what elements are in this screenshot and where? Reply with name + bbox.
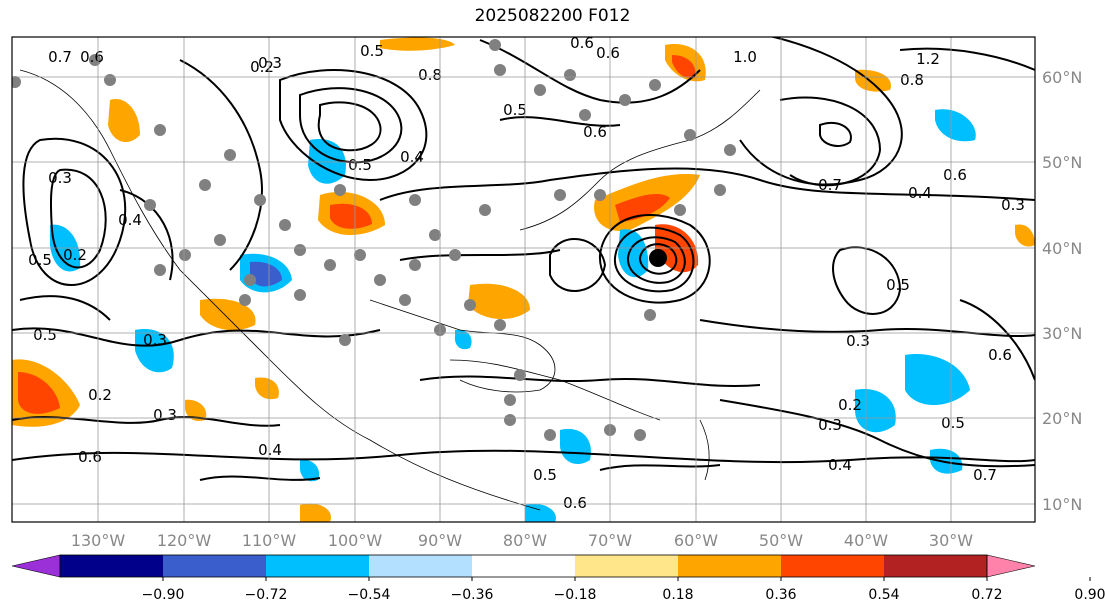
storm-center-marker — [649, 249, 667, 267]
contour-label: 0.4 — [400, 148, 424, 166]
contour-label: 0.6 — [596, 44, 620, 62]
contour-label: 0.5 — [348, 156, 372, 174]
colorbar-bin — [163, 555, 266, 577]
colorbar-bin — [472, 555, 575, 577]
lon-tick-label: 100°W — [328, 531, 383, 550]
coastlines — [19, 69, 761, 511]
contour-label: 0.3 — [48, 169, 72, 187]
longitude-ticks: 130°W 120°W 110°W 100°W 90°W 80°W 70°W 60°W 50°W… — [71, 531, 973, 550]
contour-label: 0.3 — [258, 54, 282, 72]
contour-label: 0.5 — [533, 466, 557, 484]
colorbar-extend-max — [986, 554, 1036, 578]
colorbar-bin — [678, 555, 781, 577]
contour-label: 0.7 — [973, 466, 997, 484]
lon-tick-label: 130°W — [71, 531, 126, 550]
map-frame — [11, 36, 1036, 523]
contour-label: 0.6 — [78, 448, 102, 466]
map-title: 2025082200 F012 — [474, 6, 631, 26]
colorbar-tick-label: −0.72 — [245, 587, 288, 603]
contour-label: 0.4 — [258, 441, 282, 459]
contour-label: 0.2 — [250, 58, 274, 76]
lon-tick-label: 110°W — [242, 531, 297, 550]
lon-tick-label: 90°W — [418, 531, 462, 550]
contour-lines — [12, 37, 1035, 481]
lon-tick-label: 120°W — [157, 531, 212, 550]
contour-label: 0.5 — [28, 251, 52, 269]
contour-label: 0.5 — [360, 42, 384, 60]
lat-tick-label: 20°N — [1042, 409, 1082, 428]
contour-label: 1.2 — [916, 50, 940, 68]
contour-label: 0.6 — [80, 48, 104, 66]
colorbar-bin — [60, 555, 163, 577]
contour-label: 0.8 — [418, 66, 442, 84]
colorbar-tick-label: 0.90 — [1074, 587, 1105, 603]
contour-label: 0.3 — [153, 406, 177, 424]
contour-label: 0.3 — [818, 416, 842, 434]
lon-tick-label: 70°W — [588, 531, 632, 550]
latitude-ticks: 60°N 50°N 40°N 30°N 20°N 10°N — [1042, 68, 1082, 514]
contour-label: 0.2 — [88, 386, 112, 404]
contour-label: 0.2 — [838, 396, 862, 414]
colorbar-tick-label: 0.54 — [868, 587, 899, 603]
contour-label: 0.5 — [503, 101, 527, 119]
lat-tick-label: 60°N — [1042, 68, 1082, 87]
lon-tick-label: 60°W — [674, 531, 718, 550]
lat-tick-label: 30°N — [1042, 324, 1082, 343]
observation-sites — [12, 39, 736, 441]
contour-label: 1.0 — [733, 48, 757, 66]
lon-tick-label: 30°W — [929, 531, 973, 550]
contour-label: 0.5 — [33, 326, 57, 344]
colorbar-tick-label: 0.72 — [971, 587, 1002, 603]
colorbar-tick-label: −0.90 — [142, 587, 185, 603]
contour-label: 0.4 — [118, 211, 142, 229]
colorbar-bin — [575, 555, 678, 577]
contour-label: 0.6 — [570, 34, 594, 52]
colorbar-ticks: −0.90 −0.72 −0.54 −0.36 −0.18 0.18 0.36 0.54 0.7… — [142, 577, 1105, 603]
contour-label: 0.8 — [900, 71, 924, 89]
colorbar-bin — [369, 555, 472, 577]
contour-label: 0.5 — [886, 276, 910, 294]
lon-tick-label: 40°W — [844, 531, 888, 550]
contour-label: 0.6 — [988, 346, 1012, 364]
contour-label: 0.6 — [583, 123, 607, 141]
colorbar — [11, 554, 1036, 578]
contour-label: 0.3 — [846, 332, 870, 350]
contour-label: 0.3 — [143, 331, 167, 349]
contour-label: 0.5 — [941, 414, 965, 432]
lat-tick-label: 10°N — [1042, 495, 1082, 514]
contour-label: 0.4 — [908, 184, 932, 202]
colorbar-bin — [266, 555, 369, 577]
contour-label: 0.2 — [63, 246, 87, 264]
colorbar-extend-min — [11, 554, 61, 578]
colorbar-tick-label: 0.36 — [765, 587, 796, 603]
map-grid — [12, 37, 1035, 522]
lat-tick-label: 40°N — [1042, 239, 1082, 258]
lon-tick-label: 50°W — [759, 531, 803, 550]
contour-label: 0.7 — [48, 48, 72, 66]
lat-tick-label: 50°N — [1042, 153, 1082, 172]
contour-label: 0.4 — [828, 456, 852, 474]
contour-label: 0.3 — [1001, 196, 1025, 214]
contour-label: 0.7 — [818, 176, 842, 194]
colorbar-bin — [781, 555, 884, 577]
contour-labels: 0.60.7 0.30.20.5 0.60.60.50.60.80.40.51.0 1… — [28, 34, 1025, 512]
contour-label: 0.6 — [563, 494, 587, 512]
contour-label: 0.6 — [943, 166, 967, 184]
lon-tick-label: 80°W — [503, 531, 547, 550]
colorbar-tick-label: −0.18 — [554, 587, 597, 603]
colorbar-tick-label: −0.36 — [451, 587, 494, 603]
colorbar-bin — [884, 555, 987, 577]
colorbar-tick-label: 0.18 — [662, 587, 693, 603]
colorbar-tick-label: −0.54 — [348, 587, 391, 603]
colorbar-outline — [59, 554, 988, 578]
